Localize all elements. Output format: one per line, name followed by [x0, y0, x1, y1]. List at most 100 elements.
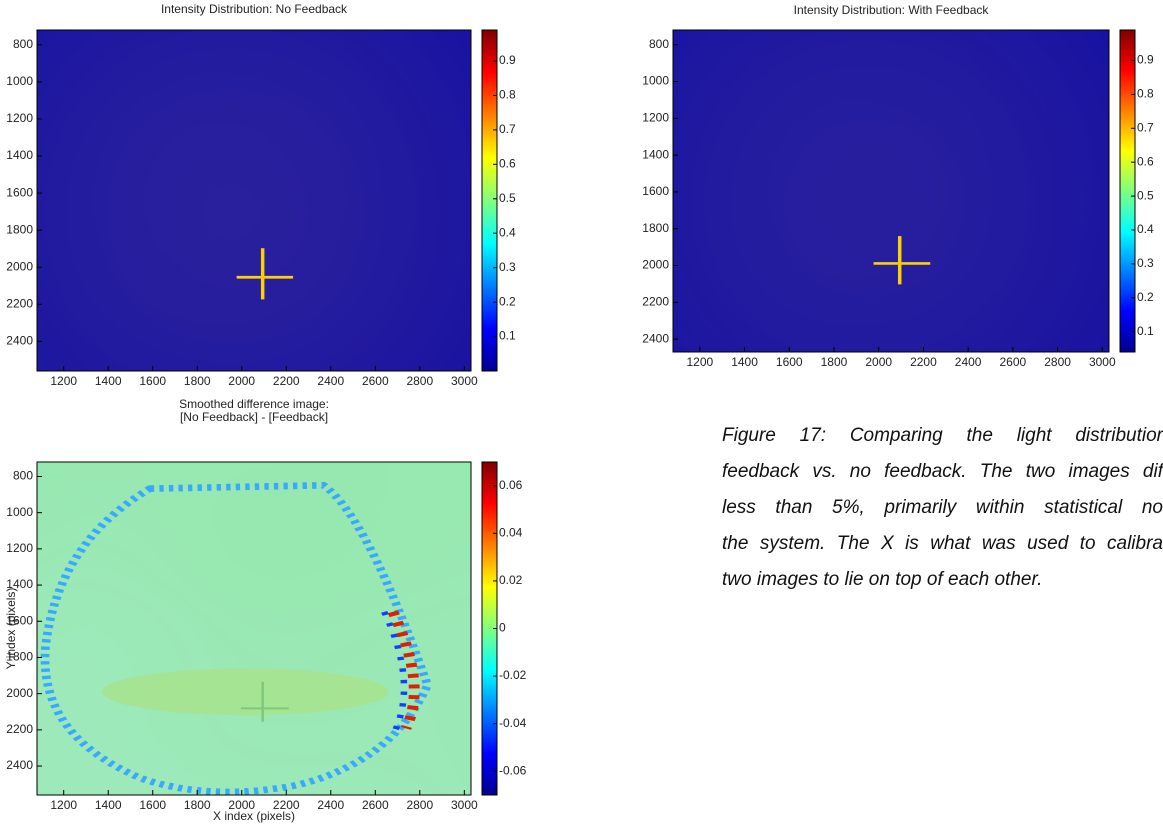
x-tick-label: 2000: [228, 374, 255, 388]
colorbar-tick-label: 0.6: [1137, 154, 1154, 168]
x-tick-label: 1200: [50, 798, 77, 812]
colorbar-tick-label: -0.02: [499, 668, 527, 682]
colorbar-tick-label: 0.06: [499, 478, 523, 492]
x-tick-label: 1800: [821, 355, 848, 369]
x-tick-label: 1200: [50, 374, 77, 388]
x-tick-label: 1400: [95, 798, 122, 812]
colorbar-tick-label: -0.04: [499, 716, 527, 730]
heatmap-image: [37, 30, 471, 371]
x-tick-label: 1800: [184, 798, 211, 812]
y-tick-label: 800: [13, 469, 33, 483]
x-tick-label: 3000: [451, 374, 478, 388]
colorbar-tick-label: 0.8: [1137, 87, 1154, 101]
x-tick-label: 2800: [406, 374, 433, 388]
x-tick-label: 3000: [451, 798, 478, 812]
colorbar-tick-label: 0.8: [499, 88, 516, 102]
colorbar-tick-label: 0: [499, 621, 506, 635]
intensity-core: [725, 230, 1056, 275]
x-tick-label: 2800: [1044, 355, 1071, 369]
colorbar-tick-label: 0.2: [499, 294, 516, 308]
x-tick-label: 2600: [362, 374, 389, 388]
page: 1200 1400 1600 1800 2000 2200 2400 2600 2800 3000…: [0, 0, 1163, 826]
y-tick-label: 1200: [6, 541, 33, 555]
y-tick-label: 2200: [6, 296, 33, 310]
caption: Figure 17: Comparing the light distribut…: [722, 418, 1163, 598]
x-tick-label: 2400: [317, 798, 344, 812]
colorbar-tick-label: 0.3: [1137, 256, 1154, 270]
colorbar-tick-label: 0.4: [1137, 222, 1154, 236]
colorbar-tick-label: 0.7: [1137, 120, 1154, 134]
y-tick-label: 800: [13, 37, 33, 51]
y-tick-label: 1600: [6, 185, 33, 199]
figure: 1200 1400 1600 1800 2000 2200 2400 2600 2800 3000…: [0, 0, 1163, 826]
colorbar-tick-label: 0.02: [499, 573, 523, 587]
x-tick-label: 2200: [273, 374, 300, 388]
caption-line: less than 5%, primarily within statistic…: [722, 490, 1163, 526]
colorbar-tick-label: 0.04: [499, 526, 523, 540]
x-tick-label: 2800: [406, 798, 433, 812]
colorbar-tick-label: 0.5: [499, 191, 516, 205]
colorbar: [482, 30, 497, 371]
caption-line: feedback vs. no feedback. The two images…: [722, 454, 1163, 490]
y-tick-label: 2400: [6, 334, 33, 348]
x-tick-label: 1200: [686, 355, 713, 369]
x-tick-label: 1400: [731, 355, 758, 369]
y-tick-label: 1800: [6, 222, 33, 236]
y-tick-label: 1200: [642, 110, 669, 124]
colorbar-tick-label: 0.4: [499, 225, 516, 239]
y-axis-label: Y index (pixels): [4, 588, 18, 670]
x-tick-label: 1800: [184, 374, 211, 388]
colorbar-tick-label: 0.1: [499, 329, 516, 343]
colorbar-tick-label: 0.5: [1137, 188, 1154, 202]
chart-title: [No Feedback] - [Feedback]: [180, 410, 328, 424]
x-tick-label: 1400: [95, 374, 122, 388]
x-tick-label: 2600: [1000, 355, 1027, 369]
colorbar-tick-label: 0.6: [499, 157, 516, 171]
y-tick-label: 1000: [6, 74, 33, 88]
x-axis-label: X index (pixels): [213, 809, 295, 823]
y-tick-label: 1800: [642, 221, 669, 235]
y-tick-label: 2200: [6, 722, 33, 736]
y-tick-label: 2400: [642, 331, 669, 345]
y-tick-label: 2400: [6, 758, 33, 772]
y-tick-label: 2000: [6, 686, 33, 700]
colorbar: [1120, 30, 1135, 352]
heatmap-panel: 1200 1400 1600 1800 2000 2200 2400 2600 2800 3000…: [642, 3, 1154, 369]
chart-title: Smoothed difference image:: [179, 397, 329, 411]
x-tick-label: 2400: [317, 374, 344, 388]
heatmap-image: [37, 462, 471, 795]
y-tick-label: 1400: [642, 147, 669, 161]
y-tick-label: 2200: [642, 294, 669, 308]
y-tick-label: 800: [649, 37, 669, 51]
x-tick-label: 1600: [776, 355, 803, 369]
colorbar-tick-label: -0.06: [499, 763, 527, 777]
y-tick-label: 1200: [6, 111, 33, 125]
image-noise: [37, 462, 471, 795]
colorbar-tick-label: 0.2: [1137, 290, 1154, 304]
y-tick-label: 1000: [6, 505, 33, 519]
colorbar-tick-label: 0.9: [1137, 53, 1154, 67]
y-tick-label: 1600: [642, 184, 669, 198]
x-tick-label: 2200: [910, 355, 937, 369]
y-tick-label: 2000: [642, 258, 669, 272]
heatmap-image: [673, 30, 1109, 352]
colorbar-tick-label: 0.7: [499, 122, 516, 136]
image-content: [673, 30, 1109, 352]
heatmap-panel: 1200 1400 1600 1800 2000 2200 2400 2600 2800 3000…: [4, 397, 527, 823]
colorbar-tick-label: 0.3: [499, 260, 516, 274]
caption-line: Figure 17: Comparing the light distribut…: [722, 418, 1163, 454]
heatmap-panel: 1200 1400 1600 1800 2000 2200 2400 2600 2800 3000…: [6, 2, 516, 388]
x-tick-label: 1600: [139, 374, 166, 388]
y-tick-label: 1000: [642, 74, 669, 88]
chart-title: Intensity Distribution: With Feedback: [794, 3, 990, 17]
chart-title: Intensity Distribution: No Feedback: [161, 2, 348, 16]
image-content: [37, 462, 471, 795]
caption-line: two images to lie on top of each other.: [722, 562, 1163, 598]
x-tick-label: 2400: [955, 355, 982, 369]
x-tick-label: 2600: [362, 798, 389, 812]
image-content: [37, 30, 471, 371]
x-tick-label: 1600: [139, 798, 166, 812]
colorbar-tick-label: 0.9: [499, 53, 516, 67]
intensity-core: [89, 241, 419, 289]
x-tick-label: 3000: [1089, 355, 1116, 369]
